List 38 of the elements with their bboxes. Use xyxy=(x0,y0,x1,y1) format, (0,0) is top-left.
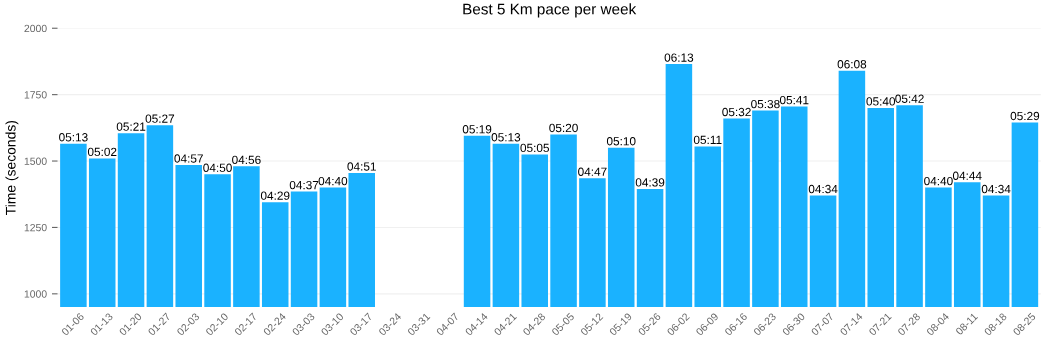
annotation: 04:51 xyxy=(347,162,376,171)
annotation: 04:50 xyxy=(203,163,232,172)
annotation: 05:27 xyxy=(145,114,175,123)
annotation: 05:41 xyxy=(779,95,809,105)
y-tick-label: 1750 xyxy=(24,91,47,99)
annotation: 05:19 xyxy=(462,125,492,134)
annotation: 05:38 xyxy=(751,99,780,109)
annotation: 04:47 xyxy=(578,167,607,176)
y-axis-title: Time (seconds) xyxy=(5,120,19,215)
annotation: 05:13 xyxy=(491,133,521,142)
annotation: 06:08 xyxy=(837,60,867,69)
annotation: 04:34 xyxy=(981,184,1011,194)
annotation: 04:29 xyxy=(260,191,290,200)
annotation: 04:57 xyxy=(174,154,203,163)
y-tick-label: 1500 xyxy=(24,157,47,165)
annotation: 05:32 xyxy=(722,107,751,117)
annotation: 04:39 xyxy=(635,178,665,187)
annotation: 05:02 xyxy=(87,147,117,157)
chart-title: Best 5 Km pace per week xyxy=(463,3,637,18)
annotation: 05:42 xyxy=(895,94,924,103)
annotation: 04:40 xyxy=(924,176,953,186)
annotation: 04:40 xyxy=(318,176,348,186)
annotation: 05:40 xyxy=(866,97,896,106)
y-tick-label: 2000 xyxy=(24,24,47,33)
annotation: 06:13 xyxy=(664,53,694,62)
y-tick-label: 1250 xyxy=(24,223,47,232)
annotation: 05:29 xyxy=(1010,111,1040,121)
y-tick-label: 1000 xyxy=(24,290,47,298)
annotation: 05:11 xyxy=(693,135,722,145)
annotation: 04:34 xyxy=(808,184,838,194)
annotation: 05:10 xyxy=(606,137,636,146)
annotation: 05:20 xyxy=(549,123,578,133)
annotation: 04:37 xyxy=(289,180,319,190)
annotation: 05:13 xyxy=(59,133,88,142)
annotation: 04:56 xyxy=(232,155,261,165)
annotation: 05:21 xyxy=(116,122,146,131)
annotation: 05:05 xyxy=(520,143,550,153)
annotation: 04:44 xyxy=(952,171,982,180)
